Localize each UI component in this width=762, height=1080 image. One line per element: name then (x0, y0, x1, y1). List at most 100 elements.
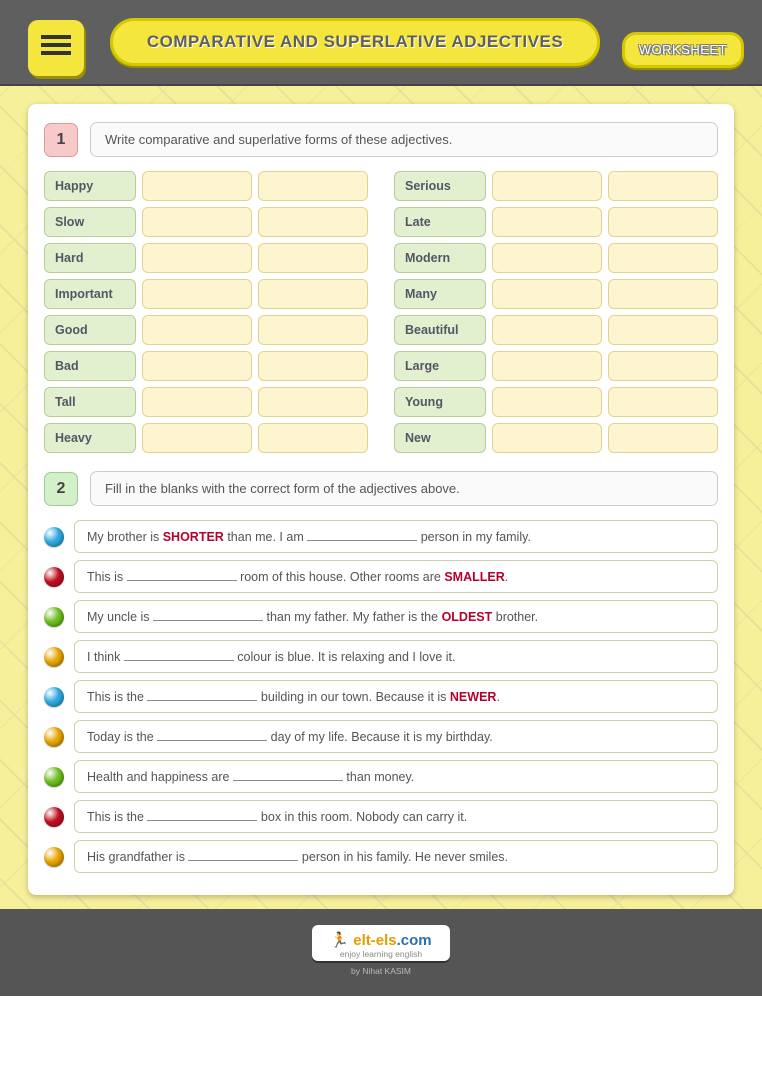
adjective-cell: Modern (394, 243, 486, 273)
blank-cell[interactable] (142, 423, 252, 453)
worksheet-page: COMPARATIVE AND SUPERLATIVE ADJECTIVES W… (0, 0, 762, 996)
header-bar: COMPARATIVE AND SUPERLATIVE ADJECTIVES W… (0, 0, 762, 86)
blank-cell[interactable] (142, 207, 252, 237)
adjective-cell: New (394, 423, 486, 453)
sentence-row: This is the building in our town. Becaus… (44, 680, 718, 713)
fill-blank[interactable] (124, 649, 234, 661)
blank-cell[interactable] (608, 279, 718, 309)
sentence-box: Today is the day of my life. Because it … (74, 720, 718, 753)
adjective-cell: Late (394, 207, 486, 237)
fill-blank[interactable] (147, 809, 257, 821)
blank-cell[interactable] (608, 423, 718, 453)
bullet-ball (44, 607, 64, 627)
blank-cell[interactable] (258, 207, 368, 237)
adjective-grid: HappySeriousSlowLateHardModernImportantM… (44, 171, 718, 453)
blank-cell[interactable] (142, 351, 252, 381)
adjective-cell: Young (394, 387, 486, 417)
fill-blank[interactable] (188, 849, 298, 861)
blank-cell[interactable] (492, 351, 602, 381)
blank-cell[interactable] (258, 243, 368, 273)
adjective-cell: Bad (44, 351, 136, 381)
task-1-instruction: Write comparative and superlative forms … (90, 122, 718, 157)
bullet-ball (44, 767, 64, 787)
adjective-cell: Heavy (44, 423, 136, 453)
blank-cell[interactable] (142, 387, 252, 417)
blank-cell[interactable] (142, 279, 252, 309)
fill-blank[interactable] (307, 529, 417, 541)
blank-cell[interactable] (608, 243, 718, 273)
adjective-cell: Hard (44, 243, 136, 273)
blank-cell[interactable] (492, 207, 602, 237)
highlight-word: SHORTER (163, 530, 224, 544)
blank-cell[interactable] (258, 351, 368, 381)
bullet-ball (44, 847, 64, 867)
task-2-header: 2 Fill in the blanks with the correct fo… (44, 471, 718, 506)
sentence-box: My uncle is than my father. My father is… (74, 600, 718, 633)
blank-cell[interactable] (608, 207, 718, 237)
fill-blank[interactable] (127, 569, 237, 581)
fill-blank[interactable] (157, 729, 267, 741)
footer-bar: 🏃 elt-els.com enjoy learning english by … (0, 909, 762, 996)
fill-blank[interactable] (153, 609, 263, 621)
adjective-cell: Happy (44, 171, 136, 201)
highlight-word: OLDEST (442, 610, 493, 624)
blank-cell[interactable] (608, 315, 718, 345)
blank-cell[interactable] (258, 279, 368, 309)
blank-cell[interactable] (608, 387, 718, 417)
sentence-box: This is the box in this room. Nobody can… (74, 800, 718, 833)
fill-blank[interactable] (233, 769, 343, 781)
highlight-word: NEWER (450, 690, 497, 704)
brand-logo: 🏃 elt-els.com (330, 931, 431, 949)
worksheet-badge-text: WORKSHEET (639, 42, 727, 57)
blank-cell[interactable] (142, 243, 252, 273)
footer-logo-box: 🏃 elt-els.com enjoy learning english (312, 925, 449, 961)
adjective-cell: Good (44, 315, 136, 345)
bullet-ball (44, 647, 64, 667)
sentence-row: My brother is SHORTER than me. I am pers… (44, 520, 718, 553)
sentence-row: Today is the day of my life. Because it … (44, 720, 718, 753)
highlight-word: SMALLER (444, 570, 504, 584)
adjective-cell: Tall (44, 387, 136, 417)
sentence-row: This is room of this house. Other rooms … (44, 560, 718, 593)
sentence-list: My brother is SHORTER than me. I am pers… (44, 520, 718, 873)
sentence-row: This is the box in this room. Nobody can… (44, 800, 718, 833)
blank-cell[interactable] (258, 315, 368, 345)
sentence-box: My brother is SHORTER than me. I am pers… (74, 520, 718, 553)
blank-cell[interactable] (492, 315, 602, 345)
sentence-box: This is room of this house. Other rooms … (74, 560, 718, 593)
adjective-cell: Important (44, 279, 136, 309)
blank-cell[interactable] (608, 351, 718, 381)
blank-cell[interactable] (492, 243, 602, 273)
sentence-row: His grandfather is person in his family.… (44, 840, 718, 873)
bullet-ball (44, 527, 64, 547)
adjective-cell: Large (394, 351, 486, 381)
sentence-box: His grandfather is person in his family.… (74, 840, 718, 873)
brand-tagline: enjoy learning english (330, 949, 431, 959)
worksheet-badge: WORKSHEET (622, 32, 744, 68)
blank-cell[interactable] (492, 279, 602, 309)
task-2-number: 2 (44, 472, 78, 506)
task-1-header: 1 Write comparative and superlative form… (44, 122, 718, 157)
adjective-cell: Beautiful (394, 315, 486, 345)
task-2-instruction: Fill in the blanks with the correct form… (90, 471, 718, 506)
fill-blank[interactable] (147, 689, 257, 701)
worksheet-card: 1 Write comparative and superlative form… (28, 104, 734, 895)
blank-cell[interactable] (142, 315, 252, 345)
sentence-box: I think colour is blue. It is relaxing a… (74, 640, 718, 673)
blank-cell[interactable] (142, 171, 252, 201)
author-credit: by Nihat KASIM (0, 966, 762, 976)
blank-cell[interactable] (258, 387, 368, 417)
blank-cell[interactable] (258, 423, 368, 453)
blank-cell[interactable] (492, 171, 602, 201)
sentence-row: I think colour is blue. It is relaxing a… (44, 640, 718, 673)
adjective-cell: Many (394, 279, 486, 309)
bullet-ball (44, 687, 64, 707)
task-1-number: 1 (44, 123, 78, 157)
adjective-cell: Slow (44, 207, 136, 237)
lines-icon (41, 35, 71, 61)
blank-cell[interactable] (492, 423, 602, 453)
blank-cell[interactable] (608, 171, 718, 201)
blank-cell[interactable] (492, 387, 602, 417)
blank-cell[interactable] (258, 171, 368, 201)
title-pill: COMPARATIVE AND SUPERLATIVE ADJECTIVES (110, 18, 600, 66)
